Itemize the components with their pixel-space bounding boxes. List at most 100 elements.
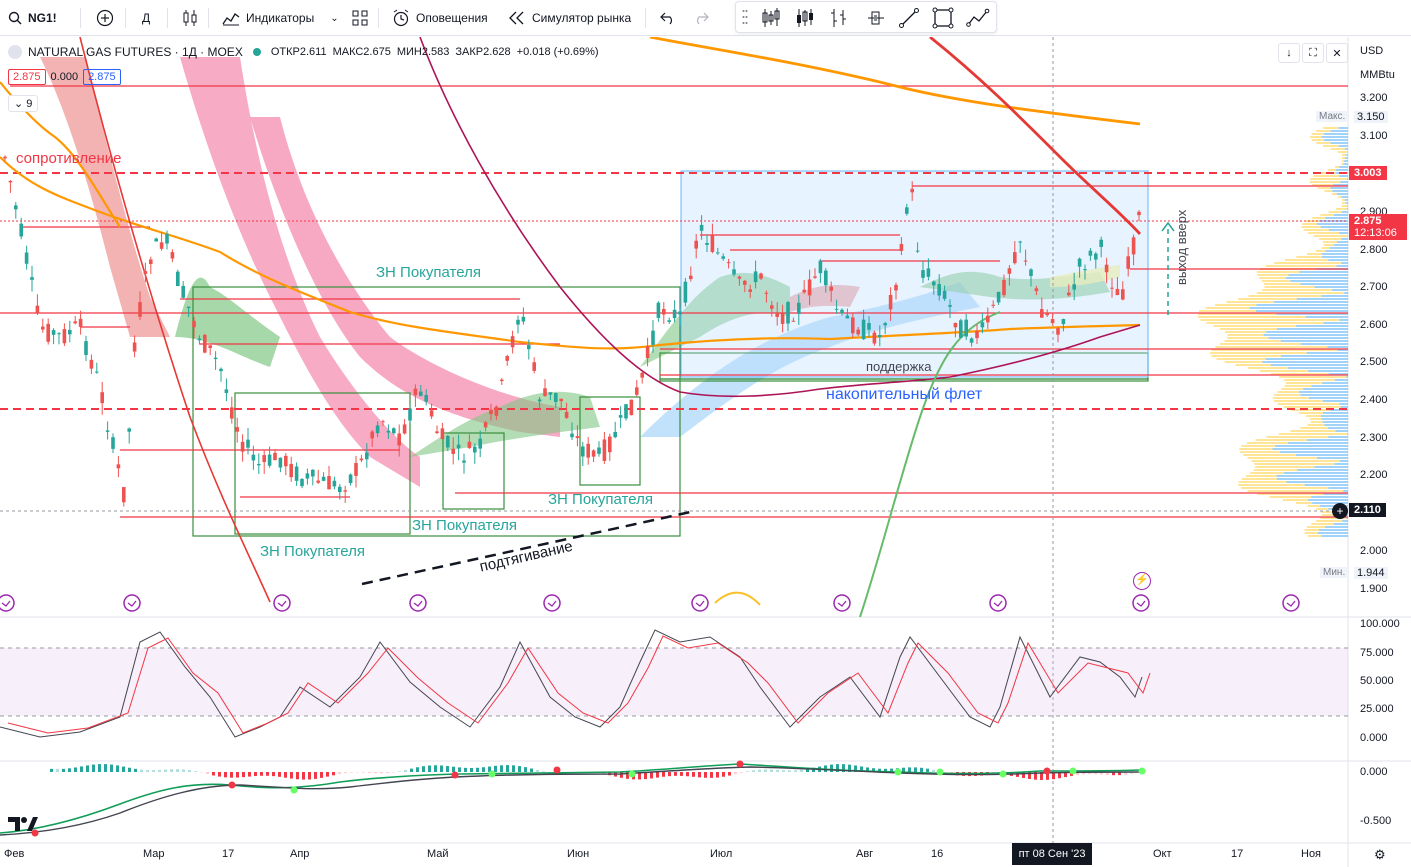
macd-bar <box>74 767 77 772</box>
draw-flag-icon[interactable] <box>864 7 886 32</box>
draw-trendline-icon[interactable] <box>898 7 920 32</box>
macd-bar <box>164 769 167 772</box>
chart-type-button[interactable] <box>182 0 198 36</box>
candle-body <box>19 223 23 237</box>
vp-bar-down <box>1262 361 1348 363</box>
vp-bar-up <box>1220 343 1301 345</box>
candle-body <box>786 302 790 324</box>
vp-bar-up <box>1300 427 1328 429</box>
candle-body <box>305 473 310 479</box>
vp-bar-up <box>1237 298 1297 300</box>
macd-bar <box>320 772 323 778</box>
macd-bar <box>266 772 269 776</box>
macd-bar <box>842 764 845 772</box>
event-icon[interactable] <box>691 594 709 612</box>
indicators-toggle[interactable]: ⌄ 9 <box>8 95 39 112</box>
vp-bar-up <box>1327 169 1336 171</box>
candle-body <box>181 285 185 298</box>
candle-body <box>246 439 250 448</box>
vp-bar-down <box>1346 154 1348 156</box>
candle-body <box>840 309 844 314</box>
unit-select[interactable]: MMBtu <box>1360 69 1395 81</box>
vp-bar-down <box>1321 418 1348 420</box>
macd-bar <box>446 766 449 772</box>
draw-rectangle-icon[interactable] <box>932 7 954 32</box>
vp-bar-up <box>1324 190 1333 192</box>
settings-gear-icon[interactable]: ⚙ <box>1374 847 1386 862</box>
event-icon[interactable] <box>409 594 427 612</box>
draw-candles-icon[interactable] <box>760 7 782 32</box>
vp-bar-down <box>1339 403 1348 405</box>
macd-bar <box>488 766 491 772</box>
vp-bar-down <box>1322 412 1348 414</box>
vp-bar-up <box>1264 286 1315 288</box>
alerts-label: Оповещения <box>416 11 488 25</box>
close-pane-button[interactable]: ✕ <box>1326 43 1348 63</box>
undo-button[interactable] <box>660 0 676 36</box>
macd-bar <box>542 771 545 772</box>
macd-bar <box>704 772 707 778</box>
vp-bar-down <box>1280 340 1348 342</box>
candle-body <box>699 224 704 231</box>
event-icon[interactable] <box>989 594 1007 612</box>
vp-bar-up <box>1199 310 1256 312</box>
draw-hollow-candles-icon[interactable] <box>794 7 816 32</box>
drag-handle-icon[interactable] <box>742 9 748 28</box>
replay-button[interactable]: Симулятор рынка <box>508 0 631 36</box>
indicators-button[interactable]: Индикаторы ⌄ <box>222 0 339 36</box>
event-icon[interactable] <box>543 594 561 612</box>
event-icon[interactable] <box>273 594 291 612</box>
symbol-search[interactable]: NG1! <box>8 0 57 36</box>
redo-button[interactable] <box>693 0 709 36</box>
ask-button[interactable]: 2.875 <box>83 69 121 85</box>
candle-body <box>510 336 515 348</box>
draw-path-icon[interactable] <box>966 7 990 32</box>
chart-area[interactable]: NATURAL GAS FUTURES · 1Д · MOEX ОТКР2.61… <box>0 37 1411 867</box>
vp-bar-up <box>1224 361 1263 363</box>
event-icon[interactable] <box>1282 594 1300 612</box>
macd-bar <box>428 765 431 772</box>
event-icon[interactable] <box>0 594 15 612</box>
currency-select[interactable]: USD <box>1360 45 1384 57</box>
vp-bar-up <box>1210 352 1307 354</box>
replay-label: Симулятор рынка <box>532 11 632 25</box>
macd-bar <box>860 766 863 772</box>
add-alert-icon[interactable]: + <box>1332 503 1348 519</box>
compare-button[interactable] <box>96 0 114 36</box>
macd-cross-dot <box>736 760 744 768</box>
macd-bar <box>692 772 695 777</box>
layouts-button[interactable] <box>352 0 368 36</box>
draw-bars-icon[interactable] <box>828 7 850 32</box>
candle-body <box>1137 211 1141 216</box>
stoch-tick: 75.000 <box>1360 647 1394 659</box>
vp-bar-up <box>1251 460 1340 462</box>
bid-button[interactable]: 2.875 <box>8 69 46 85</box>
macd-bar <box>152 770 155 772</box>
macd-bar <box>290 772 293 779</box>
macd-bar <box>176 769 179 772</box>
chart-canvas[interactable] <box>0 37 1411 867</box>
candle-body <box>683 281 688 303</box>
vp-bar-down <box>1347 205 1348 207</box>
event-icon[interactable] <box>1132 594 1150 612</box>
macd-bar <box>374 772 377 774</box>
candle-body <box>68 329 72 335</box>
vp-bar-down <box>1346 376 1348 378</box>
grid-icon <box>352 10 368 26</box>
event-icon[interactable] <box>123 594 141 612</box>
lightning-icon[interactable]: ⚡ <box>1133 572 1151 590</box>
legend-title[interactable]: NATURAL GAS FUTURES · 1Д · MOEX <box>28 45 243 59</box>
maximize-button[interactable]: ⛶ <box>1302 43 1324 63</box>
macd-bar <box>188 770 191 772</box>
vp-bar-up <box>1310 418 1322 420</box>
price-candles <box>3 155 1141 507</box>
event-icon[interactable] <box>833 594 851 612</box>
support-label: поддержка <box>866 359 932 374</box>
alerts-button[interactable]: Оповещения <box>392 0 488 36</box>
vp-bar-down <box>1323 139 1348 141</box>
candle-body <box>321 476 326 481</box>
buyer-zone-label-3: ЗН Покупателя <box>412 517 517 534</box>
vp-bar-down <box>1321 295 1348 297</box>
interval-button[interactable]: Д <box>142 0 150 36</box>
arrow-down-button[interactable]: ↓ <box>1278 43 1300 63</box>
